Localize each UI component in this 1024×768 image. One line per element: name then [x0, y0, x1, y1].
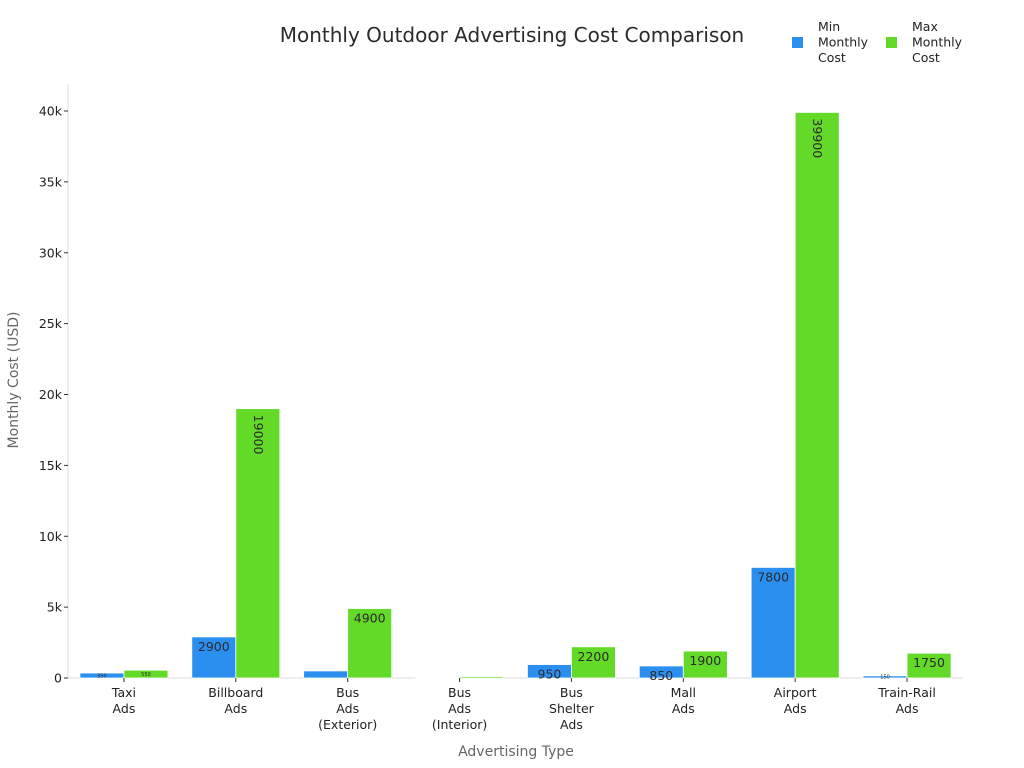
x-tick-label: Airport Ads: [774, 685, 817, 716]
x-tick-label-line: Train-Rail: [877, 685, 936, 700]
legend-label-min: Min Monthly Cost: [818, 19, 869, 65]
bar-max-4: [571, 646, 616, 679]
bar-min-1: [191, 636, 237, 679]
bars: [79, 112, 952, 679]
bar-max-3: [459, 676, 504, 679]
bar-max-1: [235, 408, 281, 679]
x-tick-label-line: Ads: [448, 701, 471, 716]
x-tick-label: Mall Ads: [671, 685, 696, 716]
y-tick-label: 35k: [39, 174, 63, 189]
legend-label-line: Min: [818, 19, 840, 34]
bar-value-label: 850: [649, 668, 673, 683]
bar-min-2: [303, 670, 349, 679]
x-tick-label-line: Bus: [336, 685, 359, 700]
x-tick-label-line: Ads: [224, 701, 247, 716]
bar-max-6: [794, 112, 840, 679]
x-tick-label: Bus Shelter Ads: [549, 685, 595, 732]
bar-value-label: 2900: [198, 639, 230, 654]
bar-value-label: 19000: [251, 415, 266, 455]
bar-value-label: 1900: [689, 653, 721, 668]
legend-label-line: Monthly: [912, 35, 963, 50]
x-tick-label-line: Ads: [336, 701, 359, 716]
x-tick-label-line: Ads: [672, 701, 695, 716]
legend-label-line: Cost: [818, 50, 846, 65]
x-tick-label-line: Mall: [671, 685, 696, 700]
bar-labels: 350 550 2900 19000 4900 950 2200 850 1900 7800 399…: [97, 118, 945, 683]
legend-label-line: Cost: [912, 50, 940, 65]
y-tick-label: 15k: [39, 458, 63, 473]
bar-max-0: [123, 669, 169, 679]
y-tick-label: 20k: [39, 387, 63, 402]
y-tick-label: 5k: [47, 600, 63, 615]
y-axis-title: Monthly Cost (USD): [6, 312, 22, 449]
bar-min-6: [750, 567, 796, 679]
legend-label-max: Max Monthly Cost: [912, 19, 963, 65]
bar-max-7: [906, 652, 952, 679]
bar-value-label: 1750: [913, 655, 945, 670]
x-tick-label: Taxi Ads: [111, 685, 136, 716]
x-tick-label-line: Ads: [784, 701, 807, 716]
x-tick-label-line: Taxi: [111, 685, 136, 700]
x-tick-label: Bus Ads (Exterior): [318, 685, 377, 732]
x-tick-label: Billboard Ads: [208, 685, 263, 716]
bar-max-5: [682, 650, 728, 679]
y-tick-label: 40k: [39, 104, 63, 119]
legend-label-line: Monthly: [818, 35, 869, 50]
legend-label-line: Max: [912, 19, 938, 34]
chart-title: Monthly Outdoor Advertising Cost Compari…: [280, 23, 745, 47]
x-tick-label-line: Shelter: [549, 701, 595, 716]
x-tick-label-line: Ads: [113, 701, 136, 716]
x-tick-label-line: Ads: [896, 701, 919, 716]
bar-max-2: [347, 608, 393, 679]
bar-value-label: 39900: [810, 118, 825, 158]
x-tick-label-line: (Interior): [432, 717, 487, 732]
bar-value-label: 550: [141, 672, 151, 678]
bar-value-label: 950: [538, 667, 562, 682]
bar-value-label: 2200: [578, 649, 610, 664]
x-tick-label-line: Ads: [560, 717, 583, 732]
bar-value-label: 7800: [757, 569, 789, 584]
bar-value-label: 4900: [354, 611, 386, 626]
legend-swatch-max: [886, 37, 897, 48]
bar-min-3: [415, 676, 460, 679]
x-tick-label-line: Airport: [774, 685, 817, 700]
y-tick-label: 10k: [39, 529, 63, 544]
bar-value-label: 350: [97, 673, 107, 679]
y-tick-label: 30k: [39, 245, 63, 260]
y-tick-label: 0: [54, 671, 62, 686]
y-tick-label: 25k: [39, 316, 63, 331]
x-tick-label: Bus Ads (Interior): [432, 685, 487, 732]
y-ticks: 0 5k 10k 15k 20k 25k 30k 35k 40k: [39, 104, 68, 686]
x-tick-label-line: Bus: [448, 685, 471, 700]
legend-swatch-min: [792, 37, 803, 48]
bar-value-label: 150: [880, 675, 890, 681]
x-tick-label-line: (Exterior): [318, 717, 377, 732]
x-axis-title: Advertising Type: [458, 744, 574, 760]
x-tick-label-line: Bus: [560, 685, 583, 700]
x-tick-label: Train-Rail Ads: [877, 685, 936, 716]
x-tick-label-line: Billboard: [208, 685, 263, 700]
